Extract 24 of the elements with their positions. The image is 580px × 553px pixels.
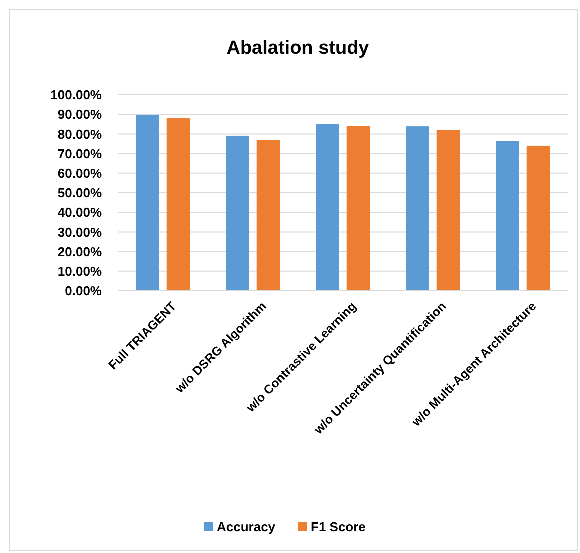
y-tick-label: 90.00%	[58, 107, 102, 122]
legend-label: F1 Score	[311, 520, 366, 535]
y-tick-label: 100.00%	[50, 88, 102, 103]
chart-title: Abalation study	[226, 38, 370, 59]
bar	[226, 136, 250, 291]
bar	[256, 140, 280, 291]
y-tick-label: 40.00%	[58, 205, 102, 220]
bar	[346, 126, 370, 291]
bar	[436, 130, 460, 291]
bar	[406, 126, 430, 291]
y-tick-label: 30.00%	[58, 224, 102, 240]
y-tick-label: 70.00%	[58, 146, 102, 162]
y-tick-label: 20.00%	[58, 244, 102, 260]
bar	[526, 146, 550, 291]
y-tick-label: 80.00%	[58, 126, 102, 142]
legend-label: Accuracy	[217, 520, 276, 535]
y-tick-label: 60.00%	[58, 166, 102, 181]
bar	[496, 141, 520, 291]
bar	[166, 118, 190, 291]
bar	[136, 114, 160, 291]
bar	[316, 124, 340, 291]
y-tick-label: 10.00%	[58, 264, 102, 279]
y-tick-label: 0.00%	[65, 284, 102, 299]
y-tick-label: 50.00%	[58, 186, 102, 201]
